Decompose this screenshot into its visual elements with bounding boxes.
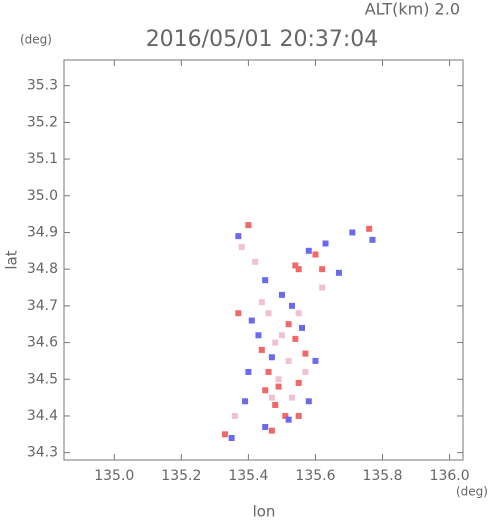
y-tick-label: 35.3: [27, 78, 58, 94]
point: [292, 262, 299, 269]
point: [262, 387, 269, 394]
point: [312, 357, 319, 364]
point: [265, 368, 272, 375]
point: [255, 332, 262, 339]
x-tick-label: 135.4: [228, 468, 268, 484]
chart-title: 2016/05/01 20:37:04: [146, 27, 379, 52]
point: [322, 240, 329, 247]
point: [265, 310, 272, 317]
y-tick-label: 34.3: [27, 445, 58, 461]
point: [252, 258, 259, 265]
point: [305, 247, 312, 254]
point: [295, 379, 302, 386]
x-unit: (deg): [456, 485, 488, 499]
y-tick-label: 34.4: [27, 408, 58, 424]
point: [285, 321, 292, 328]
point: [305, 398, 312, 405]
point: [278, 332, 285, 339]
point: [272, 401, 279, 408]
y-tick-label: 35.1: [27, 151, 58, 167]
point: [248, 317, 255, 324]
point: [295, 266, 302, 273]
point: [295, 412, 302, 419]
subtitle: ALT(km) 2.0: [365, 0, 460, 19]
point: [258, 346, 265, 353]
point: [232, 412, 238, 419]
point: [285, 416, 292, 423]
y-axis-label: lat: [3, 250, 21, 269]
point: [268, 394, 275, 401]
point: [258, 299, 265, 306]
point: [262, 423, 269, 430]
point: [369, 236, 376, 243]
point: [235, 310, 242, 317]
y-tick-label: 34.8: [27, 261, 58, 277]
x-axis-label: lon: [253, 503, 276, 521]
point: [221, 431, 228, 438]
point: [235, 233, 242, 240]
point: [275, 383, 282, 390]
point: [242, 398, 249, 405]
point: [238, 244, 245, 251]
point: [228, 434, 235, 441]
point: [366, 225, 373, 232]
point: [262, 277, 269, 284]
point: [278, 291, 285, 298]
point: [285, 357, 292, 364]
y-tick-label: 34.9: [27, 224, 58, 240]
point: [302, 368, 309, 375]
point: [319, 266, 326, 273]
y-tick-label: 34.7: [27, 298, 58, 314]
point: [349, 229, 356, 236]
point: [245, 222, 252, 229]
point: [245, 368, 252, 375]
point: [335, 269, 342, 276]
x-tick-label: 135.0: [94, 468, 134, 484]
x-tick-label: 135.2: [161, 468, 201, 484]
point: [282, 412, 289, 419]
point: [295, 310, 302, 317]
point: [289, 394, 295, 401]
point: [275, 376, 282, 383]
y-tick-label: 34.5: [27, 371, 58, 387]
y-tick-label: 34.6: [27, 335, 58, 351]
point: [302, 350, 309, 357]
y-tick-label: 35.0: [27, 188, 58, 204]
x-tick-label: 135.8: [362, 468, 402, 484]
point: [272, 339, 279, 346]
plot-frame: [63, 59, 464, 461]
y-tick-label: 35.2: [27, 114, 58, 130]
y-unit: (deg): [20, 33, 52, 47]
x-tick-label: 135.6: [295, 468, 335, 484]
point: [299, 324, 306, 331]
point: [312, 251, 319, 258]
point: [292, 335, 299, 342]
x-tick-label: 136.0: [430, 468, 470, 484]
point: [268, 354, 275, 361]
point: [319, 284, 326, 291]
point: [268, 427, 275, 434]
point: [289, 302, 295, 309]
